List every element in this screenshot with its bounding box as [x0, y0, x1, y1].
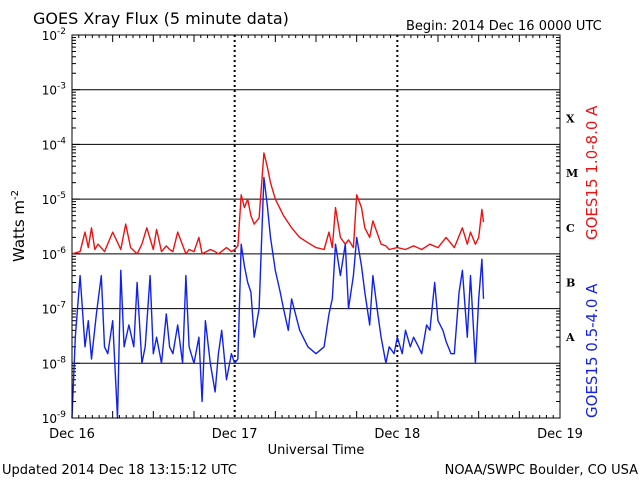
- y-tick-exp: -7: [57, 301, 66, 311]
- legend-long-channel: GOES15 1.0-8.0 A: [583, 105, 601, 240]
- credit-text: NOAA/SWPC Boulder, CO USA: [445, 463, 638, 478]
- y-tick-label: 10-3: [42, 82, 66, 98]
- y-tick-exp: -9: [57, 410, 66, 420]
- y-tick-label: 10-4: [42, 136, 67, 152]
- y-tick-exp: -6: [57, 246, 66, 256]
- plot-background: [72, 35, 560, 418]
- y-tick-exp: -4: [57, 136, 66, 146]
- y-tick-label: 10-6: [42, 246, 67, 262]
- y-tick-base: 10: [42, 303, 57, 317]
- y-tick-base: 10: [42, 248, 57, 262]
- y-tick-base: 10: [42, 29, 57, 43]
- class-gridlines: [72, 89, 560, 364]
- chart-title: GOES Xray Flux (5 minute data): [33, 9, 289, 28]
- y-tick-exp: -2: [57, 27, 66, 37]
- y-tick-label: 10-9: [42, 410, 67, 426]
- y-axis-label: Watts m-2: [10, 190, 28, 262]
- y-tick-exp: -5: [57, 191, 66, 201]
- series-line-0: [71, 152, 485, 255]
- x-tick-label: Dec 17: [212, 427, 258, 442]
- flare-class-label: A: [565, 331, 575, 344]
- y-tick-base: 10: [42, 412, 57, 426]
- legend-short-channel: GOES15 0.5-4.0 A: [583, 283, 601, 418]
- y-tick-label: 10-5: [42, 191, 66, 207]
- x-tick-label: Dec 18: [374, 427, 420, 442]
- y-tick-base: 10: [42, 193, 57, 207]
- y-axis-label-exp: -2: [10, 190, 21, 200]
- y-tick-label: 10-2: [42, 27, 66, 43]
- x-axis-label: Universal Time: [268, 443, 365, 458]
- y-axis-label-text: Watts m: [10, 200, 28, 262]
- flare-class-labels: A B C M X: [565, 112, 578, 344]
- series-line-1: [71, 176, 485, 419]
- y-tick-base: 10: [42, 138, 57, 152]
- y-tick-label: 10-7: [42, 301, 66, 317]
- begin-label: Begin: 2014 Dec 16 0000 UTC: [406, 19, 602, 34]
- flare-class-label: M: [566, 167, 578, 180]
- y-tick-base: 10: [42, 357, 57, 371]
- series-layer: [71, 152, 485, 419]
- y-tick-exp: -3: [57, 82, 66, 92]
- y-tick-base: 10: [42, 84, 57, 98]
- day-dividers: [233, 35, 399, 418]
- y-tick-label: 10-8: [42, 355, 67, 371]
- flare-class-label: C: [566, 222, 575, 235]
- plot-frame: [71, 34, 561, 419]
- flare-class-label: B: [566, 276, 575, 289]
- x-tick-label: Dec 19: [537, 427, 583, 442]
- updated-timestamp: Updated 2014 Dec 18 13:15:12 UTC: [2, 463, 237, 478]
- flare-class-label: X: [566, 112, 575, 125]
- x-tick-label: Dec 16: [49, 427, 95, 442]
- y-tick-exp: -8: [57, 355, 66, 365]
